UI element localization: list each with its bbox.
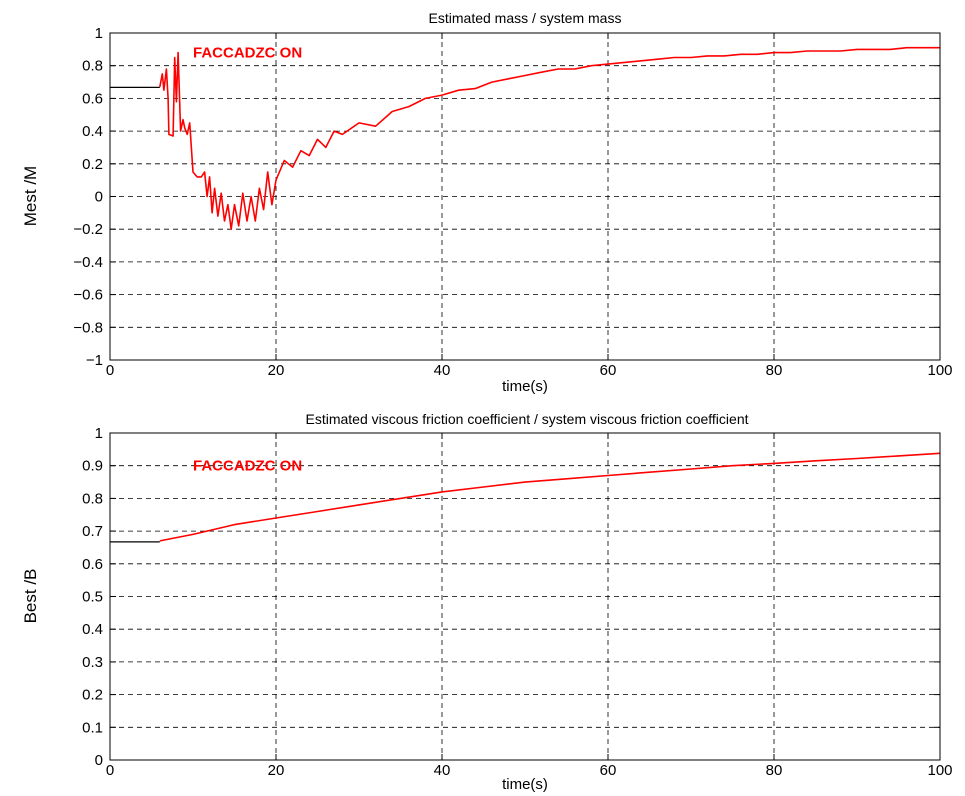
plot1-xtick-label: 40 [434,362,451,379]
plot1-ytick-label: 0.6 [82,90,103,107]
plot1-ytick-label: 0 [95,189,103,206]
plot2-ytick-label: 0.1 [82,719,103,736]
plot1-annotation: FACCADZC ON [193,45,302,62]
plot2-ytick-label: 0.5 [82,589,103,606]
plot2-ytick-label: 0.6 [82,556,103,573]
plot1-xtick-label: 100 [927,362,952,379]
plot2-annotation: FACCADZC ON [193,458,302,475]
plot1-xtick-label: 60 [600,362,617,379]
plot-friction-ratio: Estimated viscous friction coefficient /… [21,411,953,793]
plot2-xtick-label: 40 [434,762,451,779]
plot2-xtick-label: 60 [600,762,617,779]
plot1-ytick-label: −0.4 [73,254,103,271]
plot2-ytick-label: 0.2 [82,687,103,704]
plot1-ytick-label: −0.6 [73,287,103,304]
plot1-xtick-label: 80 [766,362,783,379]
plot-mass-ratio: Estimated mass / system mass 0 20 40 60 80 10… [21,10,953,395]
plot1-ytick-label: 0.8 [82,58,103,75]
plot2-ytick-label: 0.8 [82,490,103,507]
plot1-ytick-label: 1 [95,25,103,42]
plot1-ytick-label: 0.2 [82,156,103,173]
plot2-ytick-label: 0.7 [82,523,103,540]
plot2-ytick-label: 0.9 [82,458,103,475]
plot1-xlabel: time(s) [502,378,548,395]
plot2-ylabel: Best /B [21,569,40,624]
plot2-ytick-label: 0 [95,752,103,769]
plot2-xtick-label: 80 [766,762,783,779]
plot2-ytick-label: 1 [95,425,103,442]
plot1-ytick-label: −0.8 [73,319,103,336]
plot2-title: Estimated viscous friction coefficient /… [306,411,749,427]
plot2-ytick-label: 0.3 [82,654,103,671]
plot2-xtick-label: 100 [927,762,952,779]
plot2-ytick-label: 0.4 [82,621,103,638]
plot2-frame [109,432,941,761]
plot1-frame [109,32,941,361]
plot1-ytick-label: −1 [86,352,103,369]
plot1-series-line-2 [159,46,940,230]
plot1-ylabel: Mest /M [21,166,40,226]
plot1-ytick-label: 0.4 [82,123,103,140]
plot2-xtick-label: 20 [268,762,285,779]
plot2-xlabel: time(s) [502,776,548,793]
plot1-title: Estimated mass / system mass [429,10,622,26]
plot1-xtick-label: 0 [106,362,114,379]
plot1-ytick-label: −0.2 [73,221,103,238]
plot1-xtick-label: 20 [268,362,285,379]
plot2-series-line-2 [159,452,941,542]
plot2-xtick-label: 0 [106,762,114,779]
